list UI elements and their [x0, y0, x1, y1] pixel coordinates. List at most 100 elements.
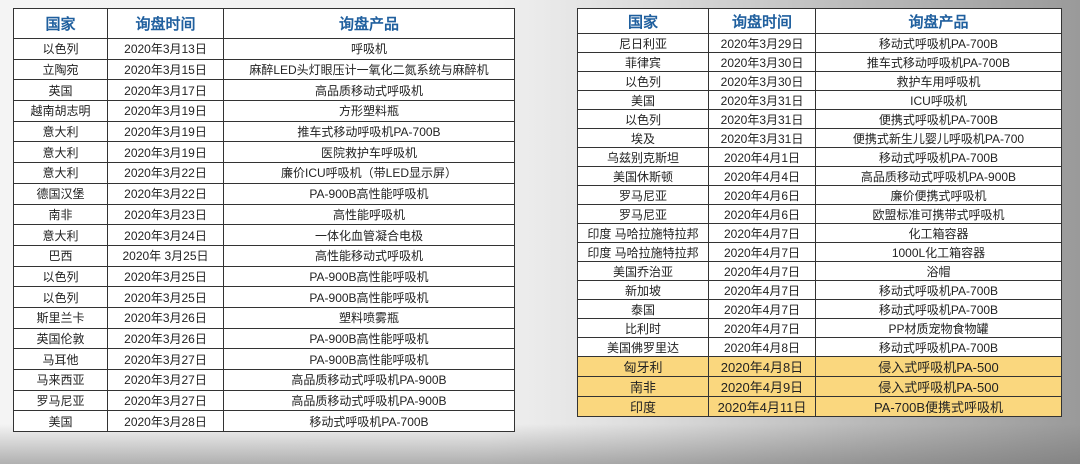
- table-row: 美国 2020年3月28日 移动式呼吸机PA-700B: [13, 410, 515, 433]
- cell-product: 推车式移动呼吸机PA-700B: [815, 52, 1062, 72]
- cell-product: PA-900B高性能呼吸机: [223, 286, 515, 308]
- cell-country: 美国: [577, 90, 709, 110]
- cell-product: 高性能移动式呼吸机: [223, 244, 515, 267]
- header-product: 询盘产品: [223, 8, 515, 39]
- cell-product: 高性能呼吸机: [223, 203, 515, 226]
- cell-date: 2020年3月19日: [107, 100, 224, 122]
- table-row: 罗马尼亚 2020年4月6日 欧盟标准可携带式呼吸机: [577, 204, 1062, 224]
- cell-country: 印度: [577, 396, 709, 417]
- cell-date: 2020年4月7日: [708, 280, 816, 300]
- cell-product: 移动式呼吸机PA-700B: [815, 337, 1062, 357]
- table-header-row: 国家 询盘时间 询盘产品: [577, 8, 1062, 34]
- cell-product: 医院救护车呼吸机: [223, 141, 515, 164]
- header-date: 询盘时间: [107, 8, 224, 39]
- cell-country: 以色列: [577, 109, 709, 129]
- cell-date: 2020年4月11日: [708, 396, 816, 417]
- header-product: 询盘产品: [815, 8, 1062, 34]
- cell-date: 2020年3月29日: [708, 33, 816, 53]
- table-row: 马耳他 2020年3月27日 PA-900B高性能呼吸机: [13, 348, 515, 370]
- table-row: 马来西亚 2020年3月27日 高品质移动式呼吸机PA-900B: [13, 369, 515, 391]
- table-row: 意大利 2020年3月19日 推车式移动呼吸机PA-700B: [13, 120, 515, 143]
- table-row: 尼日利亚 2020年3月29日 移动式呼吸机PA-700B: [577, 33, 1062, 53]
- table-row: 美国休斯顿 2020年4月4日 高品质移动式呼吸机PA-900B: [577, 166, 1062, 186]
- table-row: 罗马尼亚 2020年3月27日 高品质移动式呼吸机PA-900B: [13, 389, 515, 412]
- cell-date: 2020年4月9日: [708, 376, 816, 397]
- cell-date: 2020年3月31日: [708, 128, 816, 148]
- cell-country: 匈牙利: [577, 356, 709, 377]
- cell-product: 廉价ICU呼吸机（带LED显示屏）: [223, 162, 515, 184]
- cell-country: 越南胡志明: [13, 100, 108, 122]
- cell-product: 麻醉LED头灯眼压计一氧化二氮系统与麻醉机: [223, 58, 515, 81]
- cell-country: 罗马尼亚: [577, 204, 709, 224]
- cell-product: 1000L化工箱容器: [815, 242, 1062, 262]
- cell-date: 2020年3月26日: [107, 306, 224, 329]
- cell-date: 2020年3月19日: [107, 120, 224, 143]
- cell-date: 2020年3月30日: [708, 71, 816, 91]
- cell-country: 马耳他: [13, 348, 108, 370]
- cell-date: 2020年3月27日: [107, 369, 224, 391]
- cell-date: 2020年3月22日: [107, 182, 224, 205]
- cell-date: 2020年3月13日: [107, 38, 224, 60]
- table-row: 以色列 2020年3月31日 便携式呼吸机PA-700B: [577, 109, 1062, 129]
- cell-country: 以色列: [13, 265, 108, 288]
- cell-product: 救护车用呼吸机: [815, 71, 1062, 91]
- cell-product: PA-900B高性能呼吸机: [223, 327, 515, 350]
- cell-country: 乌兹别克斯坦: [577, 147, 709, 167]
- table-row: 意大利 2020年3月19日 医院救护车呼吸机: [13, 141, 515, 164]
- cell-product: 便携式新生儿婴儿呼吸机PA-700: [815, 128, 1062, 148]
- cell-date: 2020年3月27日: [107, 389, 224, 412]
- table-row: 菲律宾 2020年3月30日 推车式移动呼吸机PA-700B: [577, 52, 1062, 72]
- cell-product: 推车式移动呼吸机PA-700B: [223, 120, 515, 143]
- cell-country: 意大利: [13, 120, 108, 143]
- table-row: 美国佛罗里达 2020年4月8日 移动式呼吸机PA-700B: [577, 337, 1062, 357]
- cell-product: 高品质移动式呼吸机: [223, 79, 515, 102]
- cell-product: 移动式呼吸机PA-700B: [223, 410, 515, 433]
- cell-country: 比利时: [577, 318, 709, 338]
- cell-date: 2020年4月1日: [708, 147, 816, 167]
- table-row: 匈牙利 2020年4月8日 侵入式呼吸机PA-500: [577, 356, 1062, 377]
- cell-product: 方形塑料瓶: [223, 100, 515, 122]
- table-row: 立陶宛 2020年3月15日 麻醉LED头灯眼压计一氧化二氮系统与麻醉机: [13, 58, 515, 81]
- cell-date: 2020年3月27日: [107, 348, 224, 370]
- cell-country: 尼日利亚: [577, 33, 709, 53]
- cell-date: 2020年3月31日: [708, 90, 816, 110]
- table-row: 乌兹别克斯坦 2020年4月1日 移动式呼吸机PA-700B: [577, 147, 1062, 167]
- cell-product: 侵入式呼吸机PA-500: [815, 376, 1062, 397]
- cell-country: 意大利: [13, 141, 108, 164]
- cell-country: 印度 马哈拉施特拉邦: [577, 242, 709, 262]
- cell-country: 美国休斯顿: [577, 166, 709, 186]
- cell-date: 2020年4月8日: [708, 356, 816, 377]
- cell-date: 2020年3月19日: [107, 141, 224, 164]
- table-row: 英国 2020年3月17日 高品质移动式呼吸机: [13, 79, 515, 102]
- cell-country: 新加坡: [577, 280, 709, 300]
- cell-country: 立陶宛: [13, 58, 108, 81]
- table-row: 越南胡志明 2020年3月19日 方形塑料瓶: [13, 100, 515, 122]
- cell-date: 2020年4月4日: [708, 166, 816, 186]
- table-row: 埃及 2020年3月31日 便携式新生儿婴儿呼吸机PA-700: [577, 128, 1062, 148]
- cell-product: 侵入式呼吸机PA-500: [815, 356, 1062, 377]
- table-row: 德国汉堡 2020年3月22日 PA-900B高性能呼吸机: [13, 182, 515, 205]
- cell-product: 呼吸机: [223, 38, 515, 60]
- cell-date: 2020年3月31日: [708, 109, 816, 129]
- cell-date: 2020年4月7日: [708, 223, 816, 243]
- cell-date: 2020年 3月25日: [107, 244, 224, 267]
- cell-country: 埃及: [577, 128, 709, 148]
- cell-date: 2020年3月30日: [708, 52, 816, 72]
- cell-product: 化工箱容器: [815, 223, 1062, 243]
- cell-date: 2020年3月26日: [107, 327, 224, 350]
- table-row: 南非 2020年3月23日 高性能呼吸机: [13, 203, 515, 226]
- cell-country: 南非: [13, 203, 108, 226]
- cell-date: 2020年3月17日: [107, 79, 224, 102]
- cell-date: 2020年3月22日: [107, 162, 224, 184]
- table-row: 印度 马哈拉施特拉邦 2020年4月7日 化工箱容器: [577, 223, 1062, 243]
- table-row: 泰国 2020年4月7日 移动式呼吸机PA-700B: [577, 299, 1062, 319]
- cell-country: 英国: [13, 79, 108, 102]
- cell-product: 移动式呼吸机PA-700B: [815, 33, 1062, 53]
- cell-date: 2020年4月8日: [708, 337, 816, 357]
- cell-date: 2020年3月24日: [107, 224, 224, 246]
- table-row: 美国 2020年3月31日 ICU呼吸机: [577, 90, 1062, 110]
- table-header-row: 国家 询盘时间 询盘产品: [13, 8, 515, 39]
- cell-country: 以色列: [13, 286, 108, 308]
- cell-date: 2020年3月25日: [107, 286, 224, 308]
- cell-date: 2020年4月7日: [708, 261, 816, 281]
